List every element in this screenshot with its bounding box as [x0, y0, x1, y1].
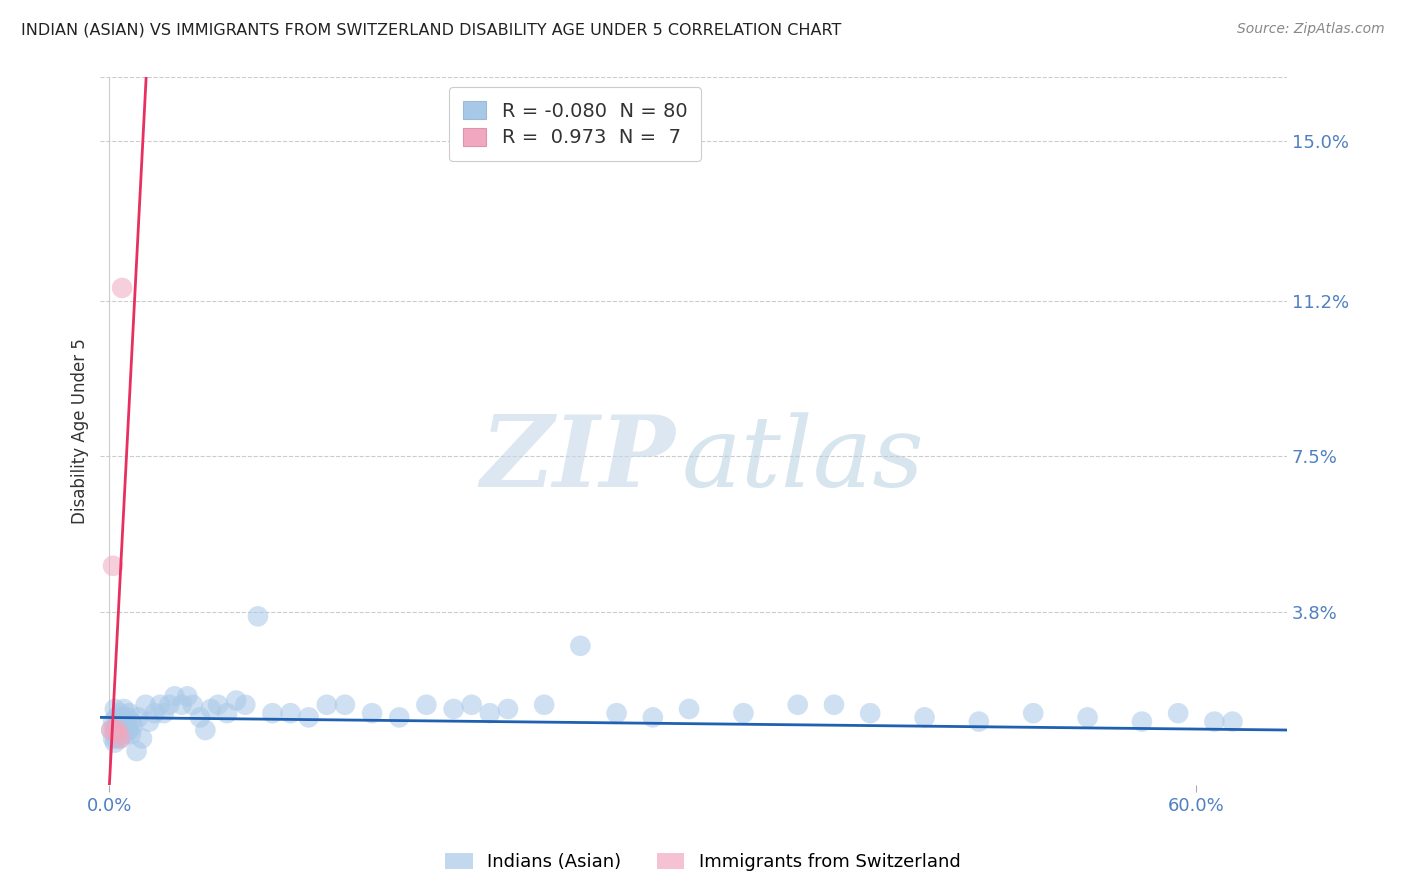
- Point: [101, 714, 124, 729]
- Point: [315, 698, 337, 712]
- Point: [478, 706, 501, 721]
- Point: [1022, 706, 1045, 721]
- Point: [1204, 714, 1226, 729]
- Point: [967, 714, 990, 729]
- Point: [111, 727, 134, 741]
- Text: Source: ZipAtlas.com: Source: ZipAtlas.com: [1237, 22, 1385, 37]
- Point: [200, 702, 222, 716]
- Point: [107, 727, 129, 741]
- Point: [114, 719, 136, 733]
- Point: [135, 698, 157, 712]
- Point: [388, 710, 411, 724]
- Point: [114, 727, 136, 741]
- Point: [188, 710, 211, 724]
- Point: [107, 727, 129, 741]
- Point: [333, 698, 356, 712]
- Point: [1222, 714, 1244, 729]
- Point: [914, 710, 936, 724]
- Legend: R = -0.080  N = 80, R =  0.973  N =  7: R = -0.080 N = 80, R = 0.973 N = 7: [449, 87, 700, 161]
- Point: [678, 702, 700, 716]
- Point: [786, 698, 808, 712]
- Text: INDIAN (ASIAN) VS IMMIGRANTS FROM SWITZERLAND DISABILITY AGE UNDER 5 CORRELATION: INDIAN (ASIAN) VS IMMIGRANTS FROM SWITZE…: [21, 22, 841, 37]
- Point: [569, 639, 592, 653]
- Point: [110, 731, 132, 746]
- Point: [112, 723, 135, 737]
- Point: [415, 698, 437, 712]
- Point: [101, 731, 124, 746]
- Point: [859, 706, 882, 721]
- Point: [533, 698, 555, 712]
- Point: [181, 698, 204, 712]
- Point: [733, 706, 755, 721]
- Point: [176, 690, 198, 704]
- Point: [104, 702, 127, 716]
- Point: [111, 719, 134, 733]
- Point: [105, 723, 128, 737]
- Point: [112, 702, 135, 716]
- Point: [120, 727, 142, 741]
- Point: [105, 710, 128, 724]
- Point: [496, 702, 519, 716]
- Point: [1167, 706, 1189, 721]
- Point: [117, 723, 139, 737]
- Point: [1130, 714, 1153, 729]
- Point: [110, 731, 132, 746]
- Point: [262, 706, 284, 721]
- Point: [105, 723, 128, 737]
- Point: [1077, 710, 1099, 724]
- Point: [107, 719, 129, 733]
- Point: [138, 714, 160, 729]
- Point: [225, 693, 247, 707]
- Point: [125, 744, 148, 758]
- Point: [105, 731, 128, 746]
- Point: [112, 714, 135, 729]
- Point: [117, 710, 139, 724]
- Point: [170, 698, 193, 712]
- Point: [163, 690, 186, 704]
- Point: [104, 723, 127, 737]
- Point: [361, 706, 384, 721]
- Point: [443, 702, 465, 716]
- Y-axis label: Disability Age Under 5: Disability Age Under 5: [72, 338, 89, 524]
- Point: [233, 698, 256, 712]
- Point: [118, 706, 141, 721]
- Point: [131, 731, 153, 746]
- Point: [823, 698, 845, 712]
- Point: [111, 281, 134, 295]
- Point: [246, 609, 269, 624]
- Point: [460, 698, 482, 712]
- Point: [152, 706, 174, 721]
- Point: [157, 698, 180, 712]
- Point: [110, 706, 132, 721]
- Point: [111, 710, 134, 724]
- Point: [207, 698, 229, 712]
- Legend: Indians (Asian), Immigrants from Switzerland: Indians (Asian), Immigrants from Switzer…: [439, 846, 967, 879]
- Point: [107, 714, 129, 729]
- Text: ZIP: ZIP: [481, 411, 676, 508]
- Point: [127, 710, 149, 724]
- Point: [100, 723, 122, 737]
- Point: [101, 558, 124, 573]
- Point: [104, 736, 127, 750]
- Point: [298, 710, 321, 724]
- Point: [194, 723, 217, 737]
- Point: [149, 698, 172, 712]
- Point: [122, 719, 145, 733]
- Point: [606, 706, 628, 721]
- Point: [104, 723, 127, 737]
- Point: [110, 723, 132, 737]
- Point: [118, 723, 141, 737]
- Text: atlas: atlas: [682, 412, 925, 507]
- Point: [280, 706, 302, 721]
- Point: [100, 723, 122, 737]
- Point: [641, 710, 664, 724]
- Point: [217, 706, 239, 721]
- Point: [143, 706, 166, 721]
- Point: [120, 714, 142, 729]
